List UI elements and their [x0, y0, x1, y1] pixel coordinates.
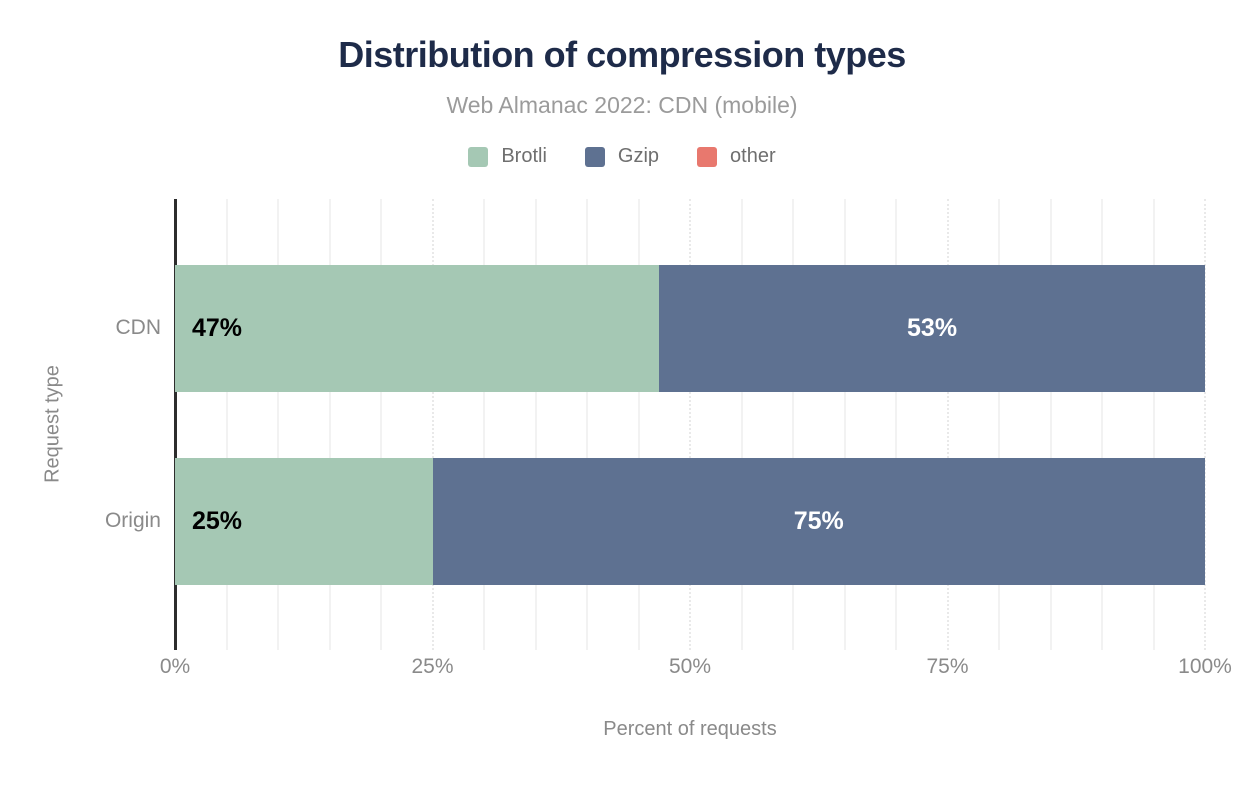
legend-swatch-other: [697, 146, 718, 167]
category-label-cdn: CDN: [115, 316, 162, 339]
x-tick-50: 50%: [668, 655, 712, 678]
minor-gridline-45: [637, 199, 640, 650]
bar-segment-gzip-origin[interactable]: 75%: [432, 458, 1205, 585]
bar-origin: 25% 75%: [175, 458, 1205, 585]
x-tick-25: 25%: [411, 655, 454, 678]
bar-value-label: 75%: [793, 507, 844, 535]
legend-item-gzip[interactable]: Gzip: [584, 145, 660, 168]
minor-gridline-30: [483, 199, 485, 650]
major-gridline-50: [689, 199, 691, 650]
y-axis-title: Request type: [41, 365, 64, 483]
chart-subtitle: Web Almanac 2022: CDN (mobile): [446, 92, 798, 118]
minor-gridline-10: [277, 199, 279, 650]
legend-swatch-brotli: [468, 146, 489, 167]
x-tick-75: 75%: [926, 655, 969, 678]
bar-segment-gzip-cdn[interactable]: 53%: [659, 265, 1205, 392]
minor-gridline-40: [586, 199, 588, 650]
legend-item-brotli[interactable]: Brotli: [468, 145, 547, 168]
minor-gridline-90: [1101, 199, 1103, 650]
legend: Brotli Gzip other: [0, 145, 1244, 168]
minor-gridline-65: [843, 199, 846, 650]
chart-title: Distribution of compression types: [338, 34, 906, 75]
legend-label: Brotli: [501, 145, 547, 167]
minor-gridline-60: [792, 199, 794, 650]
plot-area: 47% 53% 25% 75%: [174, 199, 1206, 650]
bar-segment-brotli-cdn[interactable]: 47%: [175, 265, 660, 392]
x-tick-0: 0%: [159, 655, 191, 678]
minor-gridline-20: [380, 199, 382, 650]
bar-value-label: 47%: [192, 314, 243, 342]
legend-label: Gzip: [617, 145, 660, 167]
legend-item-other[interactable]: other: [697, 145, 776, 168]
major-gridline-25: [431, 199, 434, 650]
bar-value-label: 25%: [192, 507, 243, 535]
bar-value-label: 53%: [907, 314, 958, 342]
x-tick-100: 100%: [1178, 655, 1232, 678]
minor-gridline-55: [740, 199, 743, 650]
category-label-origin: Origin: [104, 509, 161, 532]
minor-gridline-70: [895, 199, 897, 650]
minor-gridline-85: [1049, 199, 1052, 650]
minor-gridline-95: [1152, 199, 1155, 650]
x-axis-title: Percent of requests: [603, 718, 777, 740]
major-gridline-75: [946, 199, 949, 650]
minor-gridline-35: [534, 199, 537, 650]
legend-swatch-gzip: [584, 146, 605, 167]
bar-cdn: 47% 53%: [175, 265, 1205, 392]
minor-gridline-15: [328, 199, 331, 650]
y-axis-line: [174, 199, 177, 650]
x-axis-ticks: 0% 25% 50% 75% 100%: [160, 655, 1232, 681]
minor-gridline-5: [225, 199, 228, 650]
legend-label: other: [730, 145, 776, 167]
minor-gridline-80: [998, 199, 1000, 650]
bar-segment-brotli-origin[interactable]: 25%: [175, 458, 433, 585]
major-gridline-100: [1204, 199, 1206, 650]
